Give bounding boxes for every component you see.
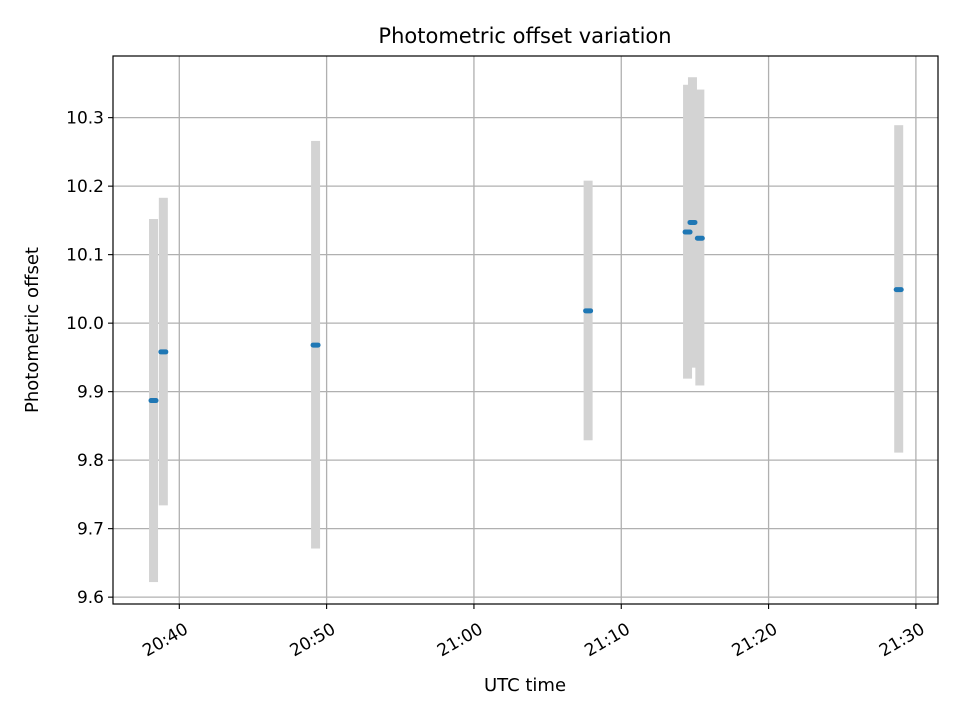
data-points: [148, 219, 904, 404]
data-point: [687, 219, 698, 225]
data-point: [682, 229, 693, 235]
y-tick-label: 9.9: [77, 383, 104, 403]
data-point: [893, 287, 904, 293]
data-point: [310, 342, 321, 348]
y-tick-label: 9.8: [77, 451, 104, 471]
y-tick-label: 10.3: [66, 109, 104, 129]
y-tick-label: 10.0: [66, 314, 104, 334]
data-point: [158, 349, 169, 355]
data-point: [148, 398, 159, 404]
y-tick-label: 10.1: [66, 246, 104, 266]
y-tick-label: 9.7: [77, 520, 104, 540]
y-axis-ticks: 9.6 9.7 9.8 9.9 10.0 10.1 10.2 10.3: [66, 109, 113, 608]
y-tick-label: 10.2: [66, 177, 104, 197]
grid: [113, 56, 938, 604]
plot-frame: [112, 55, 939, 605]
data-point: [694, 235, 705, 241]
data-point: [583, 308, 594, 314]
x-axis-label: UTC time: [484, 675, 566, 696]
y-tick-label: 9.6: [77, 588, 104, 608]
y-axis-label: Photometric offset: [22, 247, 43, 413]
chart-title: Photometric offset variation: [378, 24, 671, 48]
